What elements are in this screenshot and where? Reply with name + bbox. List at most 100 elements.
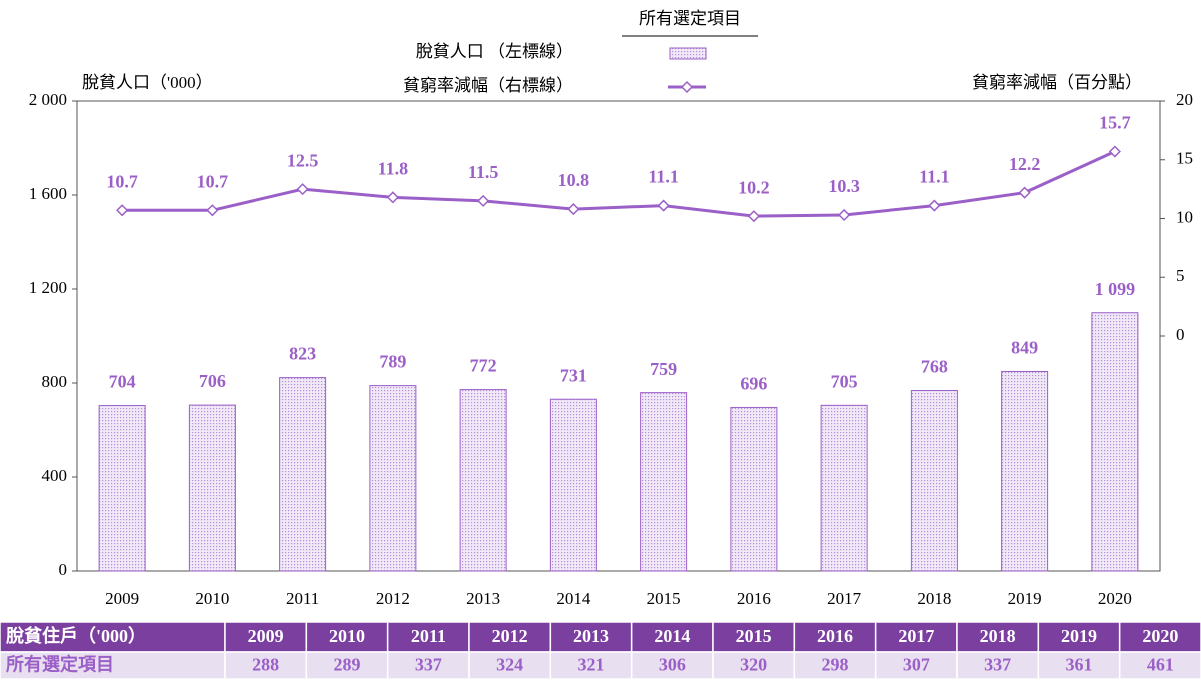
- table-cell-text: 337: [984, 655, 1011, 675]
- bar: [279, 377, 327, 572]
- table-cell: [1037, 651, 1121, 680]
- bar: [730, 406, 778, 572]
- table-header: 2010: [329, 626, 365, 646]
- line-marker: [838, 208, 851, 222]
- line-marker: [747, 210, 760, 223]
- bar: [910, 390, 958, 572]
- y2-tick-label: 0: [1176, 325, 1185, 344]
- table-header: 2011: [411, 626, 446, 646]
- line-value-label: 11.1: [648, 167, 679, 187]
- bar-value-label: 789: [379, 352, 406, 372]
- bar-value-label: 696: [740, 374, 767, 394]
- y-tick-label: 800: [42, 372, 68, 391]
- line-value-label: 10.8: [558, 170, 590, 190]
- table-cell: [1118, 651, 1201, 680]
- table-cell: [549, 651, 633, 680]
- table-cell-text: 288: [252, 655, 279, 675]
- table-cell: [793, 621, 877, 653]
- legend-label: 貧窮率減幅（右標線）: [403, 76, 573, 95]
- line-value-label: 11.1: [919, 167, 950, 187]
- line-value-label: 11.5: [468, 162, 499, 182]
- table-cell-text: 298: [822, 655, 849, 675]
- plot-frame: [76, 100, 1161, 572]
- table-cell-text: 321: [578, 655, 605, 675]
- table-cell: [305, 651, 389, 680]
- bar: [820, 404, 868, 572]
- legend-swatch: [669, 47, 707, 60]
- table-cell-text: 289: [334, 655, 361, 675]
- table-header: 2018: [980, 626, 1016, 646]
- y2-axis-label: 貧窮率減幅（百分點）: [972, 73, 1142, 92]
- table-header: 2015: [736, 626, 772, 646]
- line-marker: [1018, 186, 1031, 199]
- bar-value-label: 704: [109, 372, 136, 392]
- legend-label: 脫貧人口 （左標線）: [416, 42, 573, 61]
- y2-tick-label: 15: [1176, 149, 1193, 168]
- y-tick-label: 400: [42, 466, 68, 485]
- y-tick-label: 0: [59, 560, 68, 579]
- x-tick-label: 2009: [105, 589, 139, 608]
- table-header: 2020: [1142, 626, 1178, 646]
- table-header: 2012: [492, 626, 528, 646]
- y-tick-label: 1 200: [29, 278, 67, 297]
- y2-tick-label: 10: [1176, 207, 1193, 226]
- table-cell-text: 337: [415, 655, 442, 675]
- bar-value-label: 823: [289, 344, 316, 364]
- table-cell: [468, 651, 552, 680]
- line-value-label: 10.7: [197, 171, 229, 191]
- bar: [640, 392, 688, 572]
- bar-value-label: 705: [831, 371, 858, 391]
- x-tick-label: 2019: [1008, 589, 1042, 608]
- line-marker: [206, 204, 219, 217]
- bar-value-label: 849: [1011, 338, 1038, 358]
- line-marker: [567, 203, 580, 216]
- line-marker: [477, 194, 490, 207]
- line-value-label: 15.7: [1099, 113, 1131, 133]
- x-tick-label: 2017: [827, 589, 862, 608]
- table-header: 2014: [654, 626, 690, 646]
- line-marker: [657, 199, 670, 212]
- bar: [188, 404, 236, 572]
- bar: [1091, 312, 1139, 572]
- x-tick-label: 2016: [737, 589, 771, 608]
- bar-value-label: 731: [560, 365, 587, 385]
- x-tick-label: 2014: [556, 589, 591, 608]
- line-value-label: 10.7: [106, 171, 138, 191]
- table-header: 2019: [1061, 626, 1097, 646]
- bar-value-label: 768: [921, 357, 948, 377]
- table-cell: [956, 651, 1040, 680]
- line-marker: [1108, 145, 1121, 158]
- bar-value-label: 759: [650, 359, 677, 379]
- y2-tick-label: 20: [1176, 90, 1193, 109]
- line-value-label: 10.2: [738, 177, 770, 197]
- table-cell-text: 324: [496, 655, 523, 675]
- bar: [549, 398, 597, 572]
- table-cell: [386, 651, 470, 680]
- legend-marker: [680, 80, 694, 94]
- bar: [459, 389, 507, 572]
- bar-value-label: 706: [199, 371, 226, 391]
- legend-title: 所有選定項目: [639, 9, 741, 28]
- table-cell-text: 361: [1066, 655, 1093, 675]
- x-tick-label: 2018: [917, 589, 951, 608]
- line-value-label: 11.8: [378, 158, 409, 178]
- table-header: 2017: [898, 626, 934, 646]
- line-marker: [386, 191, 399, 204]
- line-value-label: 10.3: [828, 176, 860, 196]
- x-tick-label: 2010: [195, 589, 229, 608]
- table-header: 2013: [573, 626, 609, 646]
- line-marker: [296, 183, 309, 196]
- table-cell-text: 461: [1147, 655, 1174, 675]
- y-tick-label: 1 600: [29, 184, 67, 203]
- table-cell-text: 306: [659, 655, 686, 675]
- line-marker: [116, 204, 129, 217]
- y2-tick-label: 5: [1176, 266, 1185, 285]
- table-cell-text: 所有選定項目: [6, 654, 114, 675]
- bar: [369, 385, 417, 572]
- x-tick-label: 2011: [286, 589, 319, 608]
- table-cell-text: 307: [903, 655, 930, 675]
- table-cell: [874, 621, 958, 653]
- line-value-label: 12.2: [1009, 154, 1041, 174]
- table-cell: [0, 651, 226, 680]
